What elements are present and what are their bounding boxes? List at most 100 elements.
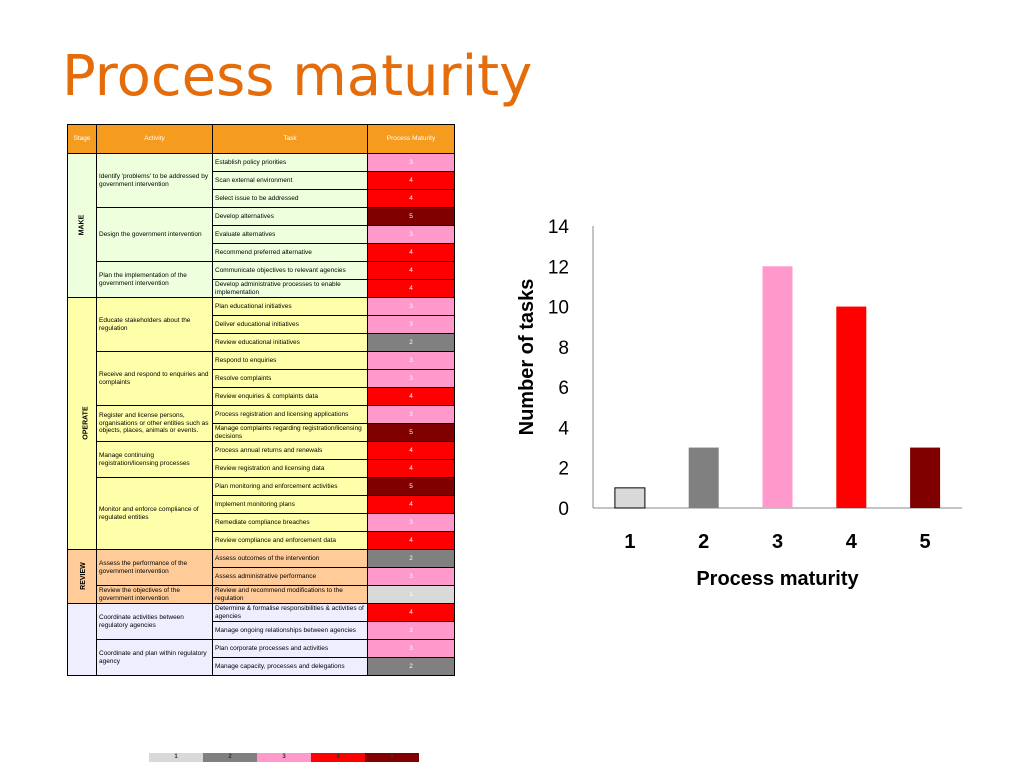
maturity-level-cell: 4 (367, 243, 455, 262)
task-cell: Respond to enquiries (212, 351, 368, 370)
task-cell: Manage complaints regarding registration… (212, 423, 368, 442)
legend-swatch-2: 2 (203, 753, 257, 762)
table-row: Implement monitoring plans 4 (68, 495, 455, 514)
table-row: Coordinate and plan within regulatory ag… (68, 639, 455, 676)
maturity-level-cell: 4 (367, 171, 455, 190)
task-cell: Remediate compliance breaches (212, 513, 368, 532)
table-row: Monitor and enforce compliance of regula… (68, 477, 455, 550)
table-row: Develop administrative processes to enab… (68, 279, 455, 298)
maturity-level-cell: 3 (367, 567, 455, 586)
y-tick-label: 6 (558, 378, 569, 399)
table-row: Assess administrative performance 3 (68, 567, 455, 586)
y-tick-label: 0 (558, 499, 569, 520)
activity-cell: Review the objectives of the government … (96, 585, 213, 604)
stage-cell: OPERATE (67, 297, 97, 550)
table-row: Plan the implementation of the governmen… (68, 261, 455, 298)
task-cell: Assess outcomes of the intervention (212, 549, 368, 568)
bar-5 (910, 447, 941, 508)
table-row: OPERATE Educate stakeholders about the re… (67, 297, 455, 550)
x-tick-label: 3 (772, 531, 783, 553)
task-cell: Process registration and licensing appli… (212, 405, 368, 424)
table-row: Review the objectives of the government … (68, 585, 455, 604)
activity-cell: Manage continuing registration/licensing… (96, 441, 213, 478)
task-cell: Process annual returns and renewals (212, 441, 368, 460)
y-tick-label: 10 (548, 298, 569, 319)
header-stage: Stage (67, 124, 97, 154)
task-cell: Plan educational initiatives (212, 297, 368, 316)
task-cell: Evaluate alternatives (212, 225, 368, 244)
maturity-level-cell: 4 (367, 459, 455, 478)
header-process-maturity: Process Maturity (367, 124, 455, 154)
activity-cell: Plan the implementation of the governmen… (96, 261, 213, 298)
maturity-level-cell: 3 (367, 405, 455, 424)
task-cell: Communicate objectives to relevant agenc… (212, 261, 368, 280)
maturity-level-cell: 2 (367, 549, 455, 568)
task-cell: Resolve complaints (212, 369, 368, 388)
maturity-level-cell: 4 (367, 279, 455, 298)
task-cell: Deliver educational initiatives (212, 315, 368, 334)
y-tick-label: 8 (558, 338, 569, 359)
activity-cell: Educate stakeholders about the regulatio… (96, 297, 213, 352)
maturity-level-cell: 1 (367, 585, 455, 604)
maturity-level-cell: 4 (367, 603, 455, 622)
table-row: Evaluate alternatives 3 (68, 225, 455, 244)
stage-label: MAKE (77, 215, 85, 236)
table-header-row: Stage Activity Task Process Maturity (67, 124, 455, 154)
bar-4 (836, 306, 867, 508)
stage-cell: REVIEW (67, 549, 97, 604)
table-row: COORDINATE RESPONSIBILITIESCoordinate ac… (67, 603, 455, 676)
bar-3 (762, 266, 793, 508)
task-cell: Plan corporate processes and activities (212, 639, 368, 658)
activity-cell: Receive and respond to enquiries and com… (96, 351, 213, 406)
task-cell: Review and recommend modifications to th… (212, 585, 368, 604)
x-tick-label: 1 (624, 531, 635, 553)
x-tick-label: 5 (920, 531, 931, 553)
stage-cell: COORDINATE RESPONSIBILITIES (67, 603, 97, 676)
activity-cell: Assess the performance of the government… (96, 549, 213, 586)
maturity-level-cell: 3 (367, 639, 455, 658)
maturity-level-cell: 2 (367, 657, 455, 676)
maturity-level-cell: 4 (367, 189, 455, 208)
table-row: Review educational initiatives 2 (68, 333, 455, 352)
table-row: Deliver educational initiatives 3 (68, 315, 455, 334)
maturity-level-cell: 3 (367, 621, 455, 640)
stage-label: REVIEW (79, 562, 87, 591)
table-row: Design the government intervention Develo… (68, 207, 455, 262)
legend-swatch-4: 4 (311, 753, 365, 762)
maturity-level-cell: 4 (367, 531, 455, 550)
maturity-level-cell: 4 (367, 495, 455, 514)
bar-1 (614, 487, 646, 509)
legend-swatch-5: 5 (365, 753, 419, 762)
activity-cell: Coordinate activities between regulatory… (96, 603, 213, 640)
y-tick-label: 2 (558, 459, 569, 480)
table-row: Review compliance and enforcement data 4 (68, 531, 455, 550)
task-cell: Implement monitoring plans (212, 495, 368, 514)
task-cell: Review educational initiatives (212, 333, 368, 352)
header-task: Task (212, 124, 368, 154)
task-cell: Review registration and licensing data (212, 459, 368, 478)
maturity-level-cell: 3 (367, 369, 455, 388)
activity-cell: Register and license persons, organisati… (96, 405, 213, 442)
table-row: Scan external environment 4 (68, 171, 455, 190)
maturity-level-cell: 5 (367, 207, 455, 226)
maturity-level-cell: 4 (367, 441, 455, 460)
y-tick-label: 12 (548, 257, 569, 278)
task-cell: Plan monitoring and enforcement activiti… (212, 477, 368, 496)
x-tick-label: 4 (846, 531, 858, 553)
table-row: Manage capacity, processes and delegatio… (68, 657, 455, 676)
activity-cell: Monitor and enforce compliance of regula… (96, 477, 213, 550)
task-cell: Select issue to be addressed (212, 189, 368, 208)
page-title: Process maturity (62, 44, 533, 109)
maturity-table: Stage Activity Task Process Maturity MAK… (67, 124, 455, 676)
stage-label: OPERATE (82, 406, 90, 441)
legend-swatch-1: 1 (149, 753, 203, 762)
task-cell: Manage capacity, processes and delegatio… (212, 657, 368, 676)
task-cell: Develop alternatives (212, 207, 368, 226)
legend-swatch-3: 3 (257, 753, 311, 762)
activity-cell: Design the government intervention (96, 207, 213, 262)
task-cell: Assess administrative performance (212, 567, 368, 586)
table-row: REVIEW Assess the performance of the gove… (67, 549, 455, 604)
table-row: Manage complaints regarding registration… (68, 423, 455, 442)
maturity-level-cell: 3 (367, 351, 455, 370)
